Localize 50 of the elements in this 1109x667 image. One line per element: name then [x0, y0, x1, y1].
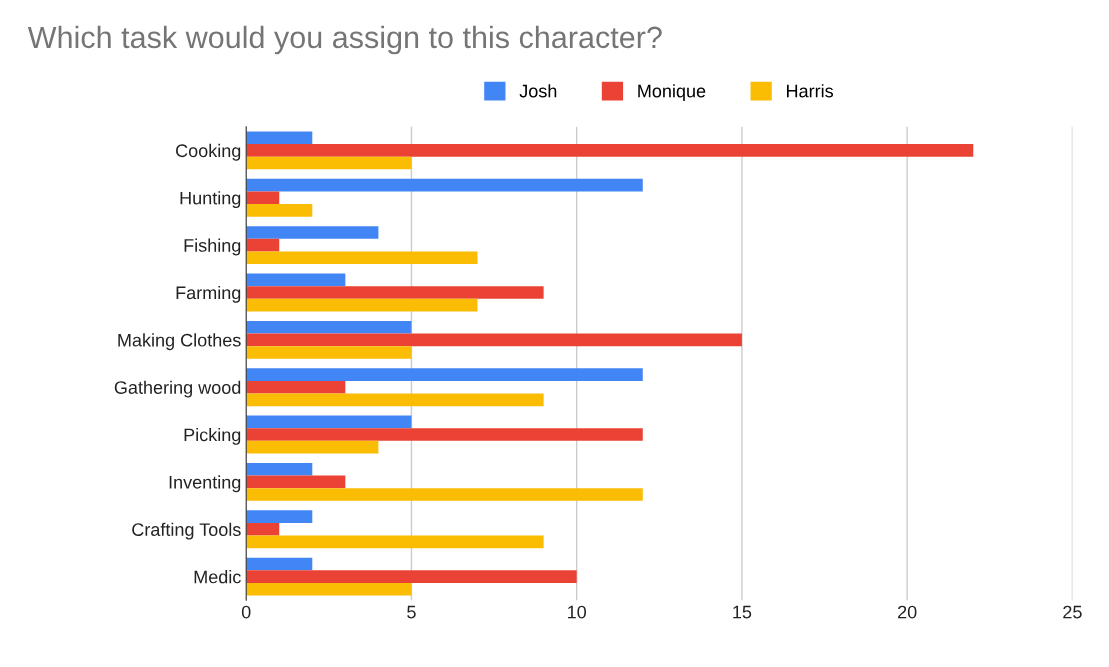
bar: [246, 298, 478, 312]
bar: [246, 510, 313, 523]
y-tick-label: Making Clothes: [118, 333, 241, 351]
legend-label: Monique: [638, 84, 706, 102]
bar: [246, 156, 412, 170]
x-tick-label: 5: [407, 605, 416, 619]
bar: [246, 368, 643, 381]
legend-label: Josh: [519, 84, 557, 98]
bar: [246, 144, 974, 157]
y-tick-label: Gathering wood: [114, 380, 241, 398]
bar: [246, 191, 280, 205]
bar: [246, 333, 742, 347]
bar: [246, 273, 346, 287]
y-tick-label: Crafting Tools: [132, 522, 241, 540]
bar: [246, 535, 544, 549]
y-tick-label: Fishing: [184, 238, 241, 256]
y-tick-label: Picking: [184, 428, 241, 445]
bar: [246, 393, 544, 407]
bar: [246, 582, 412, 596]
bar: [246, 346, 412, 359]
bar: [246, 415, 412, 429]
bar: [246, 488, 643, 501]
y-tick-label: Hunting: [180, 191, 241, 209]
bar: [246, 570, 577, 583]
x-tick-label: 10: [568, 605, 587, 619]
x-tick-label: 20: [898, 605, 917, 619]
bar: [246, 428, 643, 441]
x-tick-label: 15: [733, 605, 752, 619]
y-tick-label: Cooking: [176, 143, 241, 161]
bar: [246, 251, 478, 265]
bar: [246, 475, 346, 489]
x-tick-label: 25: [1063, 605, 1082, 619]
bar: [246, 320, 412, 334]
bar: [246, 286, 544, 299]
y-tick-label: Medic: [194, 570, 241, 584]
bar: [246, 238, 280, 252]
bar: [246, 462, 313, 476]
bar: [246, 522, 280, 536]
y-tick-label: Farming: [176, 285, 241, 303]
bar: [246, 131, 313, 145]
bar: [246, 557, 313, 571]
y-tick-label: Inventing: [169, 475, 241, 493]
bar: [246, 440, 379, 454]
legend-label: Harris: [787, 84, 834, 98]
bar: [246, 178, 643, 192]
bar: [246, 204, 313, 217]
bar: [246, 226, 379, 239]
chart-title: Which task would you assign to this character?: [27, 25, 662, 55]
x-tick-label: 0: [241, 605, 251, 619]
bar: [246, 380, 346, 394]
